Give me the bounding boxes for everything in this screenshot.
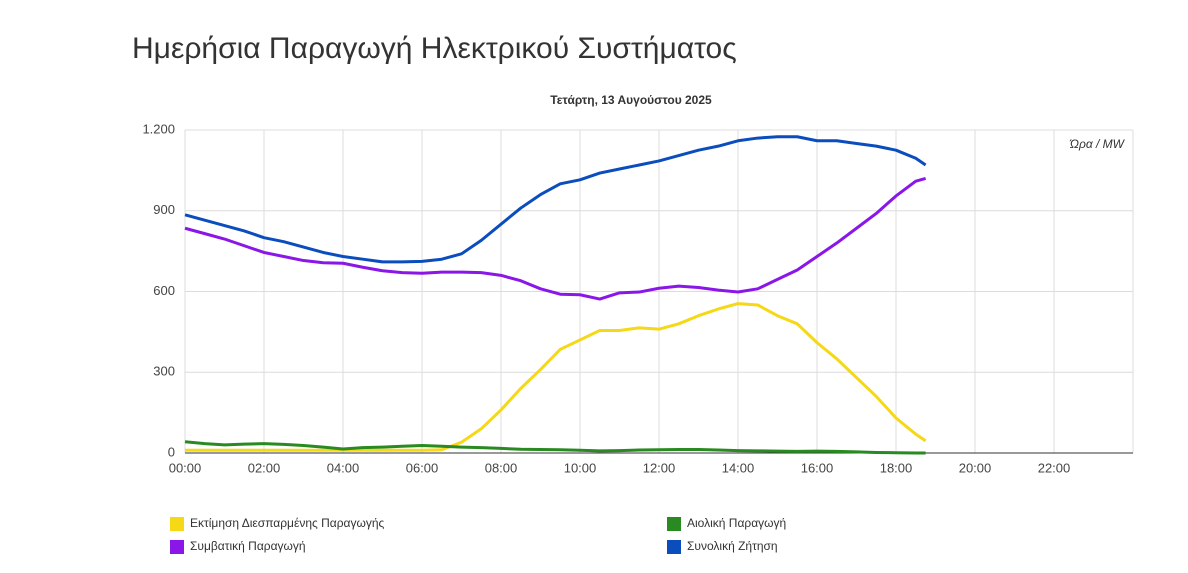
y-tick-label: 600 — [153, 283, 175, 298]
x-tick-label: 12:00 — [643, 460, 676, 475]
chart-title: Ημερήσια Παραγωγή Ηλεκτρικού Συστήματος — [132, 32, 737, 65]
x-tick-label: 02:00 — [248, 460, 281, 475]
x-tick-label: 10:00 — [564, 460, 597, 475]
series-line — [184, 440, 926, 455]
x-tick-label: 18:00 — [880, 460, 913, 475]
y-tick-label: 300 — [153, 364, 175, 379]
y-tick-label: 0 — [168, 444, 175, 459]
x-tick-label: 14:00 — [722, 460, 755, 475]
legend-swatch — [170, 540, 184, 554]
x-tick-label: 16:00 — [801, 460, 834, 475]
x-tick-label: 20:00 — [959, 460, 992, 475]
legend-label: Αιολική Παραγωγή — [687, 516, 786, 530]
legend-label: Συνολική Ζήτηση — [687, 539, 778, 553]
legend-label: Εκτίμηση Διεσπαρμένης Παραγωγής — [190, 516, 385, 530]
legend-label: Συμβατική Παραγωγή — [190, 539, 306, 553]
legend-swatch — [667, 517, 681, 531]
legend-swatch — [170, 517, 184, 531]
chart-subtitle: Τετάρτη, 13 Αυγούστου 2025 — [550, 93, 712, 107]
y-tick-label: 900 — [153, 202, 175, 217]
x-tick-label: 22:00 — [1038, 460, 1071, 475]
x-tick-label: 00:00 — [169, 460, 202, 475]
x-tick-label: 04:00 — [327, 460, 360, 475]
series-line — [185, 302, 927, 452]
x-tick-label: 06:00 — [406, 460, 439, 475]
y-tick-label: 1.200 — [142, 121, 175, 136]
series-line — [184, 177, 927, 301]
series-line — [184, 135, 927, 264]
x-tick-label: 08:00 — [485, 460, 518, 475]
legend-swatch — [667, 540, 681, 554]
axis-annotation: Ώρα / MW — [1070, 137, 1126, 151]
